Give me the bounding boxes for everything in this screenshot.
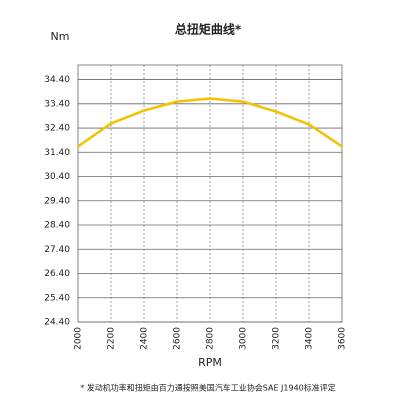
x-tick-label: 2200 [107, 327, 117, 350]
y-tick-label: 29.40 [44, 196, 70, 206]
y-tick-label: 27.40 [44, 245, 70, 255]
y-tick-label: 31.40 [44, 148, 70, 158]
x-tick-label: 3600 [338, 327, 348, 350]
x-tick-label: 2400 [140, 327, 150, 350]
y-tick-label: 34.40 [44, 75, 70, 85]
y-tick-label: 32.40 [44, 124, 70, 134]
x-tick-label: 2000 [74, 327, 84, 350]
x-tick-label: 2600 [173, 327, 183, 350]
y-axis-label: Nm [51, 30, 70, 43]
x-tick-label: 2800 [206, 327, 216, 350]
x-tick-label: 3200 [272, 327, 282, 350]
x-axis-label: RPM [198, 356, 222, 369]
chart-title: 总扭矩曲线* [175, 22, 242, 37]
footnote: * 发动机功率和扭矩由百力通按照美国汽车工业协会SAE J1940标准评定 [80, 383, 336, 393]
line-series [77, 97, 343, 148]
y-tick-label: 30.40 [44, 172, 70, 182]
x-tick-label: 3400 [305, 327, 315, 350]
y-tick-label: 24.40 [44, 318, 70, 328]
x-tick-label: 3000 [239, 327, 249, 350]
y-tick-label: 28.40 [44, 221, 70, 231]
y-tick-label: 25.40 [44, 293, 70, 303]
y-tick-label: 26.40 [44, 269, 70, 279]
y-tick-label: 33.40 [44, 99, 70, 109]
